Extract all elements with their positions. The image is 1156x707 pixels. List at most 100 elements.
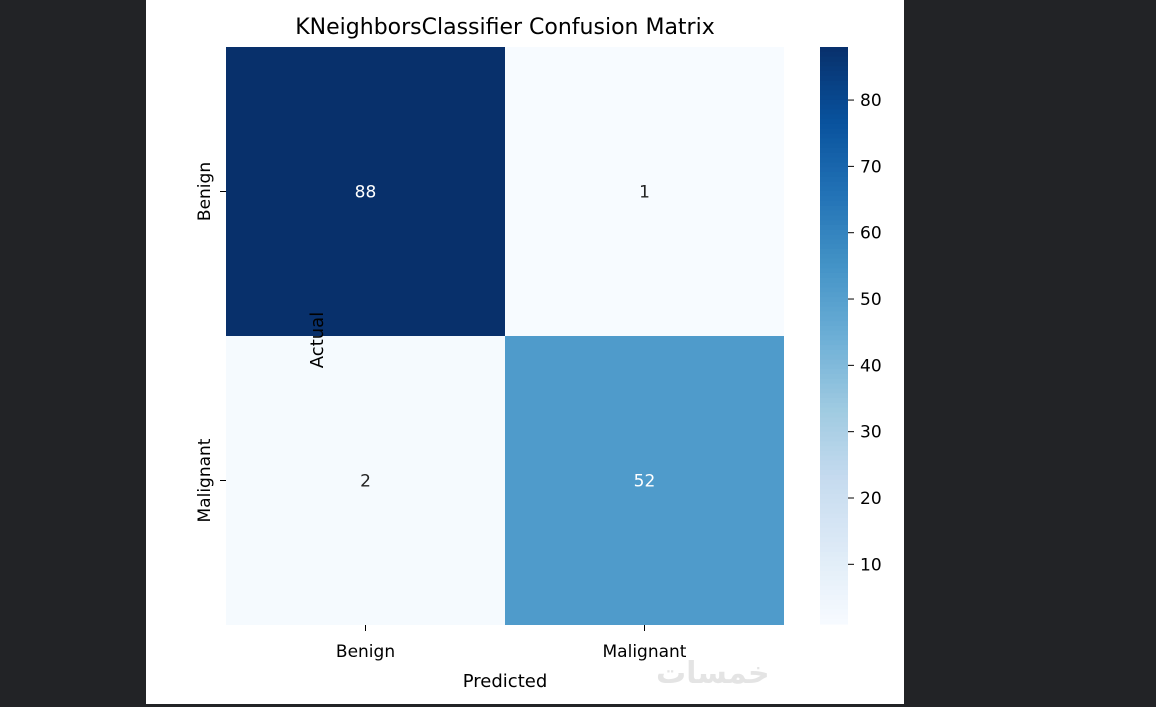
colorbar-segment-82 — [820, 441, 848, 447]
colorbar-segment-103 — [820, 542, 848, 548]
colorbar-segment-113 — [820, 590, 848, 596]
colorbar-segment-62 — [820, 345, 848, 351]
colorbar-segment-84 — [820, 450, 848, 457]
colorbar-segment-15 — [820, 119, 848, 125]
colorbar-segment-41 — [820, 244, 848, 250]
colorbar-segment-28 — [820, 181, 848, 188]
colorbar-segment-60 — [820, 335, 848, 341]
colorbar-segment-22 — [820, 152, 848, 159]
colorbar-segment-17 — [820, 128, 848, 135]
colorbar-segment-74 — [820, 402, 848, 409]
colorbar-segment-52 — [820, 297, 848, 303]
colorbar-segment-119 — [820, 619, 848, 625]
y-axis-label: Actual — [307, 312, 328, 368]
colorbar-segment-11 — [820, 99, 848, 106]
colorbar-tick-label-4: 50 — [860, 290, 882, 310]
colorbar-segment-18 — [820, 133, 848, 139]
colorbar-segment-43 — [820, 253, 848, 260]
colorbar-segment-26 — [820, 172, 848, 178]
colorbar-segment-14 — [820, 114, 848, 120]
colorbar-segment-34 — [820, 210, 848, 216]
colorbar-segment-116 — [820, 604, 848, 611]
colorbar-tick-label-6: 70 — [860, 157, 882, 177]
colorbar-segment-106 — [820, 556, 848, 563]
chart-title: KNeighborsClassifier Confusion Matrix — [295, 15, 714, 40]
heatmap-cell-0-0 — [226, 47, 505, 336]
colorbar-segment-101 — [820, 532, 848, 539]
colorbar-segment-97 — [820, 513, 848, 519]
y-tick-label-0: Benign — [195, 162, 215, 221]
colorbar-segment-56 — [820, 316, 848, 322]
colorbar-segment-98 — [820, 518, 848, 524]
heatmap-cell-0-1 — [505, 47, 784, 336]
colorbar-segment-88 — [820, 470, 848, 476]
colorbar-segment-33 — [820, 205, 848, 212]
colorbar-segment-105 — [820, 551, 848, 558]
colorbar-tick-label-1: 20 — [860, 489, 882, 509]
colorbar-segment-93 — [820, 494, 848, 500]
colorbar-segment-10 — [820, 95, 848, 101]
colorbar-segment-7 — [820, 80, 848, 87]
colorbar-segment-1 — [820, 51, 848, 58]
colorbar-segment-51 — [820, 292, 848, 298]
colorbar-segment-21 — [820, 147, 848, 154]
cell-value-label-1-0: 2 — [360, 472, 371, 492]
colorbar-segment-100 — [820, 527, 848, 534]
colorbar-segment-70 — [820, 383, 848, 389]
colorbar-segment-89 — [820, 474, 848, 481]
colorbar-segment-117 — [820, 609, 848, 615]
colorbar-segment-3 — [820, 61, 848, 67]
colorbar-segment-102 — [820, 537, 848, 543]
colorbar-segment-61 — [820, 340, 848, 346]
heatmap-cell-1-1 — [505, 336, 784, 625]
colorbar-segment-31 — [820, 196, 848, 202]
colorbar-segment-99 — [820, 523, 848, 529]
colorbar-segment-109 — [820, 571, 848, 577]
colorbar-segment-39 — [820, 234, 848, 240]
colorbar-segment-65 — [820, 359, 848, 365]
colorbar-segment-59 — [820, 330, 848, 337]
colorbar-segment-29 — [820, 186, 848, 192]
colorbar-segment-45 — [820, 263, 848, 269]
colorbar-segment-87 — [820, 465, 848, 471]
colorbar-segment-78 — [820, 422, 848, 428]
colorbar-segment-54 — [820, 306, 848, 313]
colorbar-segment-32 — [820, 200, 848, 207]
chart-figure: KNeighborsClassifier Confusion Matrix 88… — [146, 0, 904, 704]
colorbar-segment-92 — [820, 489, 848, 495]
colorbar-segment-50 — [820, 287, 848, 293]
colorbar-segment-83 — [820, 446, 848, 452]
colorbar-segment-77 — [820, 417, 848, 423]
colorbar-segment-0 — [820, 47, 848, 53]
colorbar-segment-13 — [820, 109, 848, 115]
colorbar-segment-6 — [820, 75, 848, 82]
colorbar-segment-118 — [820, 614, 848, 620]
colorbar-segment-35 — [820, 215, 848, 221]
colorbar-segment-2 — [820, 56, 848, 63]
colorbar-segment-25 — [820, 167, 848, 173]
colorbar-segment-96 — [820, 508, 848, 515]
colorbar-segment-68 — [820, 373, 848, 380]
colorbar-segment-94 — [820, 498, 848, 505]
colorbar-segment-114 — [820, 595, 848, 601]
colorbar-segment-40 — [820, 239, 848, 245]
colorbar-segment-19 — [820, 138, 848, 144]
colorbar-segment-66 — [820, 364, 848, 370]
colorbar-segment-4 — [820, 66, 848, 72]
colorbar-segment-110 — [820, 575, 848, 582]
colorbar-tick-label-0: 10 — [860, 555, 882, 575]
colorbar-segment-69 — [820, 378, 848, 385]
confusion-matrix-chart: KNeighborsClassifier Confusion Matrix 88… — [195, 15, 882, 692]
colorbar-segment-9 — [820, 90, 848, 96]
colorbar-segment-53 — [820, 301, 848, 308]
colorbar-segment-115 — [820, 599, 848, 606]
colorbar-tick-label-7: 80 — [860, 91, 882, 111]
colorbar-segment-16 — [820, 123, 848, 130]
colorbar-segment-72 — [820, 393, 848, 399]
colorbar-segment-64 — [820, 354, 848, 361]
colorbar-segment-24 — [820, 162, 848, 168]
colorbar-segment-73 — [820, 398, 848, 404]
colorbar-segment-91 — [820, 484, 848, 490]
colorbar-tick-label-2: 30 — [860, 423, 882, 443]
colorbar-segment-81 — [820, 436, 848, 442]
